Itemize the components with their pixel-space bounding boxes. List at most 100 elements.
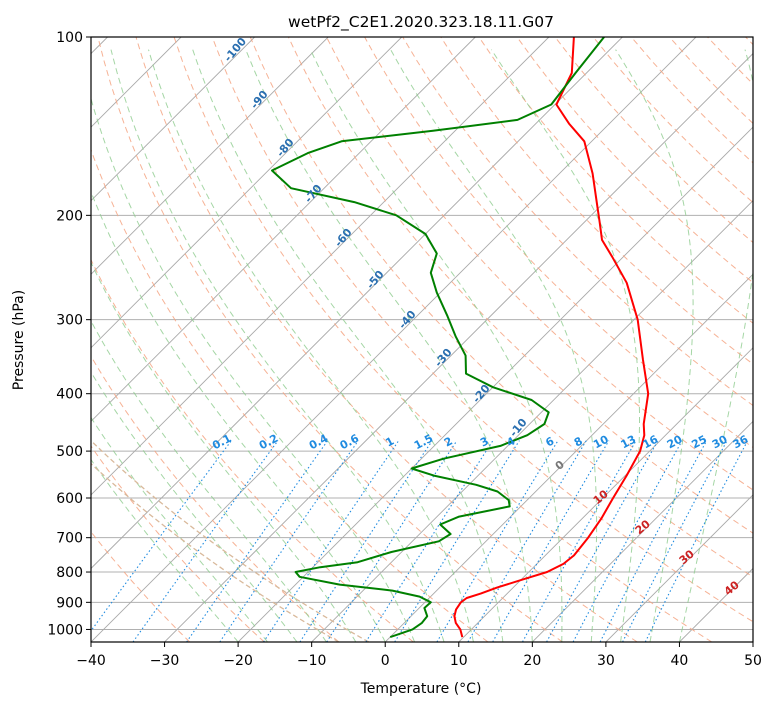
mixing-ratio-label: 16 — [641, 433, 661, 452]
x-tick-label: 0 — [381, 653, 390, 669]
x-tick-label: 50 — [744, 653, 762, 669]
mixing-ratio-label: 1.5 — [412, 432, 435, 453]
dry-adiabat-label: -30 — [432, 346, 455, 370]
mixing-ratio-line — [492, 440, 610, 642]
moist-adiabat — [678, 49, 753, 642]
moist-adiabat — [110, 49, 445, 642]
mixing-ratio-label: 3 — [478, 434, 491, 449]
mixing-ratio-line — [436, 440, 559, 642]
mixing-ratio-line — [299, 440, 433, 642]
mixing-ratio-line — [467, 440, 587, 642]
isotherm — [164, 52, 753, 642]
mixing-ratio-line — [263, 440, 400, 642]
mixing-ratio-line — [394, 440, 520, 642]
cape-label: 30 — [677, 547, 697, 567]
mixing-ratio-label: 0.4 — [307, 432, 331, 453]
mixing-ratio-label: 20 — [665, 433, 685, 452]
dry-adiabat-label: -80 — [274, 136, 297, 160]
y-tick-label: 900 — [56, 595, 83, 611]
isotherm — [679, 567, 753, 642]
theta-e-curve — [91, 462, 340, 642]
cape-label: 20 — [633, 517, 653, 537]
isotherm — [91, 37, 329, 275]
y-tick-label: 400 — [56, 387, 83, 403]
mixing-ratio-label: 6 — [543, 434, 556, 449]
moist-adiabat — [91, 96, 416, 642]
dry-adiabat — [91, 445, 265, 642]
dry-adiabat — [135, 37, 638, 642]
moist-adiabat — [91, 261, 357, 642]
dry-adiabat — [91, 148, 489, 642]
mixing-ratio-line — [326, 440, 458, 642]
dry-adiabat — [91, 355, 340, 642]
isotherm — [605, 494, 753, 642]
mixing-ratio-line — [599, 440, 708, 642]
zero-label: 0 — [553, 458, 567, 473]
dry-adiabat-label: -70 — [302, 182, 325, 206]
x-tick-label: 30 — [597, 653, 615, 669]
y-tick-label: 600 — [56, 491, 83, 507]
cape-label: 40 — [722, 578, 742, 598]
x-tick-label: −40 — [76, 653, 106, 669]
y-tick-label: 200 — [56, 208, 83, 224]
moist-adiabat — [615, 49, 694, 642]
chart-grid-layer — [91, 37, 753, 642]
dry-adiabat — [91, 531, 191, 642]
mixing-ratio-label: 13 — [619, 433, 639, 452]
dry-adiabat — [440, 37, 753, 365]
mixing-ratio-line — [546, 440, 659, 642]
mixing-ratio-label: 0.2 — [257, 432, 280, 453]
moist-adiabat — [91, 416, 268, 642]
y-axis-label: Pressure (hPa) — [11, 290, 27, 390]
isotherm — [237, 126, 753, 642]
dry-adiabat-label: -50 — [364, 268, 387, 292]
x-tick-label: 20 — [523, 653, 541, 669]
isotherm — [311, 200, 753, 642]
x-tick-label: −10 — [297, 653, 327, 669]
isotherm — [91, 37, 403, 349]
mixing-ratio-label: 8 — [572, 434, 585, 449]
chart-label-layer: -100-90-80-70-60-50-40-30-20-100.1 0.2 0.4… — [210, 35, 750, 598]
dry-adiabat — [211, 37, 753, 623]
theta-e-curve — [91, 439, 370, 642]
dry-adiabat — [707, 37, 753, 85]
x-axis-label: Temperature (°C) — [360, 681, 482, 697]
dry-adiabat — [516, 37, 753, 284]
plot-frame — [90, 36, 754, 643]
mixing-ratio-line — [186, 440, 329, 642]
moist-adiabat — [91, 458, 239, 642]
dry-adiabat — [745, 37, 753, 46]
mixing-ratio-line — [572, 440, 683, 642]
isotherm — [532, 420, 753, 642]
mixing-ratio-line — [219, 440, 359, 642]
mixing-ratio-label: 30 — [710, 433, 730, 452]
moist-adiabat — [245, 49, 533, 642]
cape-label: 10 — [591, 487, 611, 507]
isotherm — [91, 37, 550, 496]
dry-adiabat — [173, 37, 713, 642]
isotherm — [91, 37, 697, 642]
isotherm — [752, 641, 753, 642]
isotherm — [91, 37, 623, 570]
moist-adiabat — [490, 49, 640, 642]
temperature-line — [453, 37, 650, 638]
y-tick-label: 300 — [56, 313, 83, 329]
dry-adiabat — [478, 37, 753, 324]
y-tick-label: 700 — [56, 531, 83, 547]
x-tick-label: −20 — [223, 653, 253, 669]
moist-adiabat — [91, 320, 327, 642]
dry-adiabat — [91, 258, 414, 642]
dry-adiabat-label: -100 — [221, 35, 249, 65]
moist-adiabat — [309, 49, 563, 642]
dry-adiabat-label: -40 — [396, 308, 419, 332]
mixing-ratio-label: 36 — [731, 433, 751, 452]
dry-adiabat-label: -90 — [248, 88, 271, 112]
mixing-ratio-line — [644, 440, 749, 642]
dry-adiabat — [326, 37, 753, 491]
mixing-ratio-label: 1 — [383, 434, 396, 449]
dry-adiabat — [287, 37, 753, 534]
chart-title: wetPf2_C2E1.2020.323.18.11.G07 — [288, 13, 554, 32]
y-axis: 100 200 300 400 500 600 700 800 900 1000 — [47, 30, 91, 638]
mixing-ratio-line — [132, 440, 279, 642]
